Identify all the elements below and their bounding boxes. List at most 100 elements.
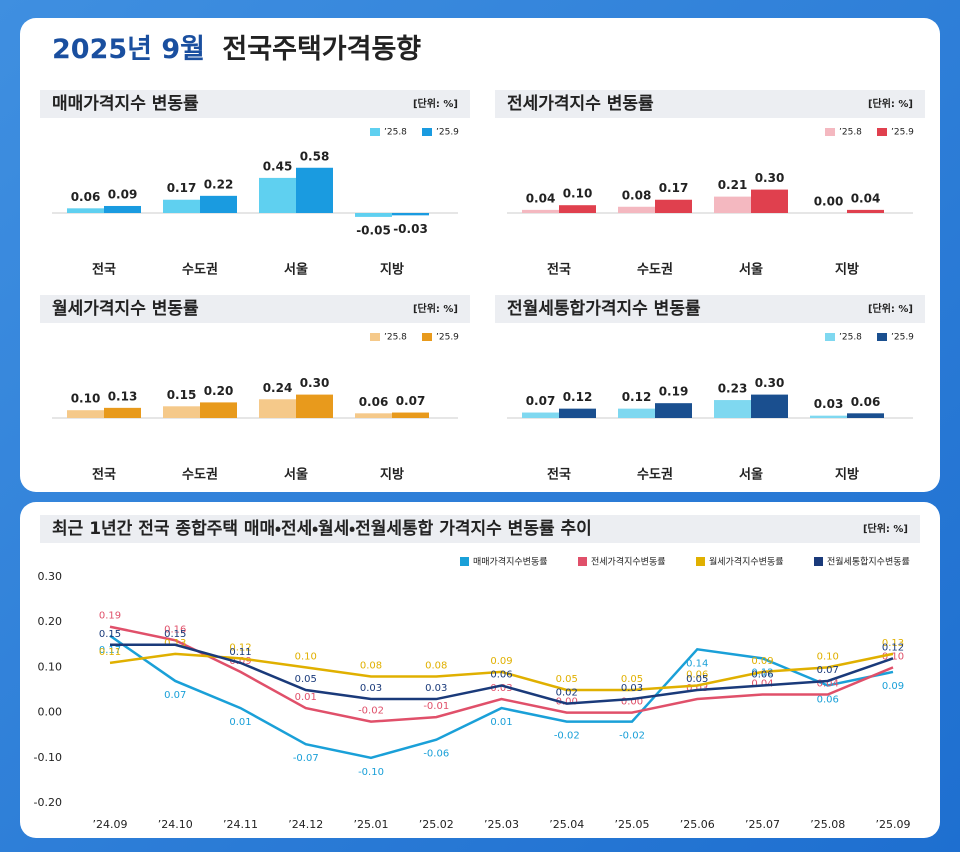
- data-label: 0.10: [882, 651, 904, 662]
- bar: [714, 196, 751, 213]
- data-label: 0.13: [164, 638, 186, 649]
- bar: [163, 199, 200, 213]
- legend-label: 전월세통합지수변동률: [827, 556, 910, 568]
- section-title: 월세가격지수 변동률: [52, 299, 199, 319]
- value-label: 0.12: [563, 390, 593, 404]
- category-label: 수도권: [182, 263, 218, 278]
- legend-swatch: [370, 333, 380, 341]
- section-band: [495, 295, 925, 323]
- data-label: 0.19: [99, 611, 121, 622]
- section-band: [40, 295, 470, 323]
- data-label: 0.11: [99, 647, 121, 658]
- value-label: 0.06: [359, 395, 389, 409]
- data-label: 0.08: [360, 660, 382, 671]
- data-label: -0.06: [423, 749, 449, 760]
- unit-label: [단위: %]: [863, 522, 908, 535]
- title-date: 2025년 9월: [52, 34, 205, 65]
- data-label: -0.07: [293, 753, 319, 764]
- category-label: 지방: [835, 262, 859, 278]
- value-label: 0.03: [814, 397, 844, 411]
- top-card: [20, 18, 940, 492]
- value-label: 0.10: [71, 392, 101, 406]
- value-label: 0.20: [204, 384, 234, 398]
- bar: [618, 206, 655, 213]
- data-label: 0.16: [164, 624, 186, 635]
- data-label: 0.01: [490, 717, 512, 728]
- legend-swatch: [696, 557, 705, 566]
- category-label: 수도권: [637, 263, 673, 278]
- bar: [259, 399, 296, 418]
- x-tick-label: ’25.05: [615, 818, 650, 831]
- data-label: -0.02: [619, 731, 645, 742]
- legend-swatch: [422, 128, 432, 136]
- data-label: 0.08: [425, 660, 447, 671]
- bar: [522, 412, 559, 418]
- series-line: [109, 634, 894, 760]
- y-tick-label: 0.30: [38, 570, 63, 583]
- bar: [104, 407, 141, 418]
- y-tick-label: 0.00: [38, 706, 63, 719]
- data-label: 0.13: [882, 638, 904, 649]
- x-tick-label: ’25.06: [680, 818, 715, 831]
- value-label: 0.19: [659, 385, 689, 399]
- bar: [751, 189, 788, 213]
- x-tick-label: ’24.10: [158, 818, 193, 831]
- legend-label: ’25.8: [839, 128, 862, 138]
- legend-label: ’25.9: [436, 128, 459, 138]
- data-label: 0.07: [164, 690, 186, 701]
- data-label: 0.03: [686, 683, 708, 694]
- bar: [67, 410, 104, 418]
- data-label: -0.02: [358, 706, 384, 717]
- bar: [714, 400, 751, 418]
- bar: [104, 205, 141, 213]
- bottom-card: [20, 502, 940, 838]
- x-tick-label: ’25.04: [549, 818, 584, 831]
- section-title: 전세가격지수 변동률: [507, 94, 654, 114]
- bar: [163, 406, 200, 418]
- bar: [259, 177, 296, 213]
- bar: [751, 394, 788, 418]
- bar: [392, 412, 429, 418]
- data-label: 0.03: [360, 683, 382, 694]
- bar: [847, 209, 884, 213]
- data-label: 0.06: [686, 669, 708, 680]
- bar: [559, 408, 596, 418]
- x-tick-label: ’25.03: [484, 818, 519, 831]
- data-label: 0.01: [229, 717, 251, 728]
- data-label: 0.03: [490, 683, 512, 694]
- value-label: 0.07: [526, 394, 556, 408]
- value-label: 0.17: [659, 181, 689, 195]
- value-label: 0.45: [263, 159, 293, 173]
- bar: [355, 413, 392, 418]
- series-line: [109, 652, 894, 692]
- bar: [559, 205, 596, 213]
- data-label: 0.09: [229, 656, 251, 667]
- category-label: 서울: [284, 262, 308, 278]
- data-label: 0.05: [686, 674, 708, 685]
- legend-label: ’25.8: [384, 333, 407, 343]
- data-label: 0.10: [817, 651, 839, 662]
- category-label: 전국: [92, 262, 116, 278]
- category-label: 수도권: [637, 468, 673, 483]
- data-label: 0.07: [817, 665, 839, 676]
- bar: [655, 403, 692, 418]
- unit-label: [단위: %]: [868, 97, 913, 110]
- bar: [655, 199, 692, 213]
- value-label: -0.03: [393, 222, 428, 236]
- data-label: 0.15: [164, 629, 186, 640]
- value-label: 0.13: [108, 389, 138, 403]
- section-band: [495, 90, 925, 118]
- category-label: 수도권: [182, 468, 218, 483]
- value-label: 0.24: [263, 381, 293, 395]
- value-label: 0.09: [108, 187, 138, 201]
- value-label: 0.00: [814, 195, 844, 209]
- x-tick-label: ’25.08: [810, 818, 845, 831]
- x-tick-label: ’25.01: [354, 818, 389, 831]
- legend-label: ’25.8: [384, 128, 407, 138]
- bar: [355, 213, 392, 217]
- data-label: -0.10: [358, 767, 384, 778]
- unit-label: [단위: %]: [413, 302, 458, 315]
- y-tick-label: 0.10: [38, 660, 63, 673]
- category-label: 전국: [547, 467, 571, 483]
